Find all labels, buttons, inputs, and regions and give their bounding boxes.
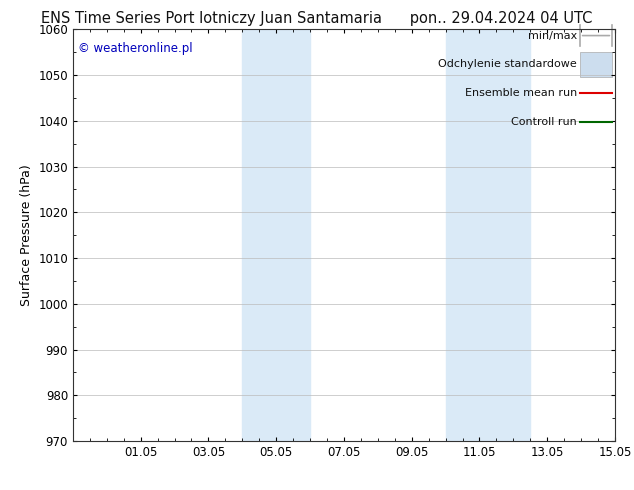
Bar (242, 29, 310, 441)
Text: ENS Time Series Port lotniczy Juan Santamaria      pon.. 29.04.2024 04 UTC: ENS Time Series Port lotniczy Juan Santa… (41, 11, 593, 26)
Text: Odchylenie standardowe: Odchylenie standardowe (438, 59, 577, 70)
Text: Controll run: Controll run (511, 117, 577, 127)
Text: Ensemble mean run: Ensemble mean run (465, 88, 577, 98)
Text: min/max: min/max (527, 30, 577, 41)
Bar (446, 29, 530, 441)
Y-axis label: Surface Pressure (hPa): Surface Pressure (hPa) (20, 164, 33, 306)
FancyBboxPatch shape (579, 52, 612, 77)
Text: © weatheronline.pl: © weatheronline.pl (79, 42, 193, 55)
